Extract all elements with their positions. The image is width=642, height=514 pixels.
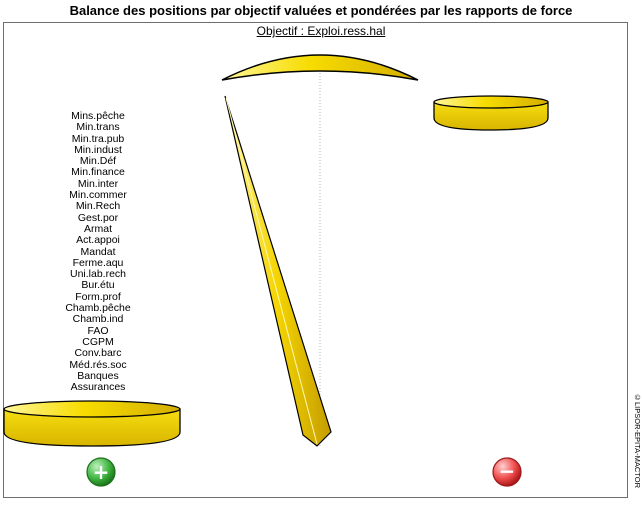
actor-label: Form.prof	[75, 290, 121, 303]
actor-label: Chamb.ind	[72, 313, 124, 326]
plus-symbol: +	[93, 460, 110, 484]
actor-label: Armat	[83, 222, 112, 235]
actor-label: Mins.pêche	[71, 110, 125, 122]
minus-symbol: −	[499, 459, 516, 483]
actor-label: Min.tra.pub	[71, 132, 125, 145]
chart-frame	[3, 22, 628, 498]
actor-label: Min.inter	[77, 177, 119, 190]
minus-button[interactable]: −	[492, 457, 522, 487]
actor-label: Bur.étu	[81, 279, 115, 292]
actor-label: Act.appoi	[76, 234, 120, 247]
actor-label: Mandat	[80, 245, 116, 258]
actor-label: Min.indust	[74, 143, 122, 156]
actor-label: Min.finance	[71, 166, 125, 179]
actor-label: Min.commer	[69, 189, 127, 202]
needle-highlight	[225, 97, 318, 445]
balance-needle	[224, 95, 332, 447]
actor-label: Chamb.pêche	[65, 302, 131, 315]
actors-list: Mins.pêche Min.trans Min.tra.pub Min.indust…	[48, 110, 148, 394]
actor-label: Min.Rech	[75, 200, 121, 213]
page-title: Balance des positions par objectif valué…	[69, 3, 573, 18]
objective-label: Objectif : Exploi.ress.hal	[256, 24, 386, 38]
actor-label: Conv.barc	[74, 347, 122, 360]
balance-top-arc	[221, 54, 419, 81]
actor-label: Assurances	[70, 381, 126, 394]
actor-label: Méd.rés.soc	[69, 358, 127, 371]
plus-button[interactable]: +	[86, 457, 116, 487]
right-pan	[433, 95, 549, 131]
actor-label: Min.Déf	[79, 155, 117, 168]
copyright-notice: ©LIPSOR-EPITA-MACTOR	[633, 393, 642, 488]
actor-label: Min.trans	[76, 121, 120, 134]
actor-label: CGPM	[82, 335, 114, 348]
actor-label: Uni.lab.rech	[69, 268, 127, 281]
actor-label: Gest.por	[77, 211, 119, 224]
actor-label: FAO	[87, 324, 109, 337]
left-pan	[3, 400, 181, 447]
actor-label: Ferme.aqu	[72, 256, 124, 269]
actor-label: Banques	[77, 369, 119, 382]
